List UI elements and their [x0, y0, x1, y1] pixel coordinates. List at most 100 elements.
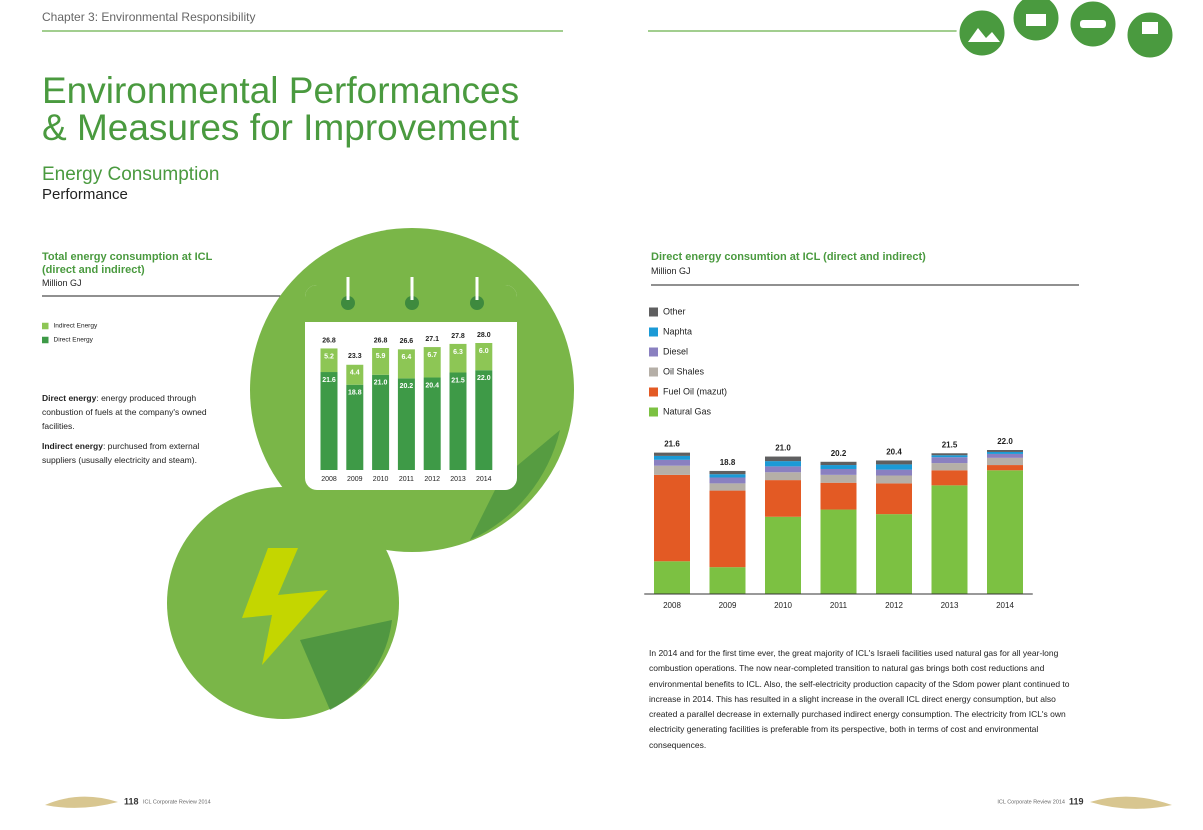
- legend-swatch: [649, 327, 658, 337]
- bar-segment: [397, 378, 415, 470]
- chapter: Chapter 3: Environmental Responsibility: [42, 10, 255, 24]
- total-label: 21.5: [942, 440, 958, 449]
- footer-text: ICL Corporate Review 2014: [143, 799, 211, 805]
- legend-label: Fuel Oil (mazut): [663, 386, 727, 396]
- legend-swatch: [42, 336, 49, 344]
- bar-segment: [709, 470, 746, 475]
- bar-segment: [765, 466, 801, 473]
- value-label: 21.6: [322, 377, 336, 384]
- bar-segment: [820, 465, 857, 469]
- legend-swatch: [649, 367, 658, 377]
- footer-ornament: [1090, 796, 1172, 809]
- value-label: 4.4: [350, 370, 360, 377]
- value-label: 6.0: [479, 348, 489, 355]
- bar-segment: [475, 343, 493, 371]
- value-label: 5.2: [324, 353, 334, 360]
- bar-segment: [820, 468, 857, 475]
- total-label: 20.2: [831, 449, 847, 458]
- bar-segment: [931, 455, 968, 458]
- bar-segment: [987, 450, 1023, 452]
- chart-subtitle: Million GJ: [42, 278, 82, 288]
- total-label: 28.0: [477, 332, 491, 339]
- footer-ornament: [45, 796, 118, 808]
- bar-segment: [765, 516, 801, 594]
- bar-segment: [876, 460, 912, 465]
- total-label: 21.0: [775, 444, 791, 453]
- bar-segment: [654, 474, 690, 562]
- chart-title: Total energy consumption at ICL (direct …: [42, 251, 213, 276]
- x-tick-label: 2014: [476, 476, 492, 483]
- value-label: 5.9: [376, 353, 386, 360]
- paragraph: In 2014 and for the first time ever, the…: [649, 648, 1070, 750]
- x-tick-label: 2014: [996, 601, 1014, 610]
- title: & Measures for Improvement: [42, 107, 520, 148]
- bar-segment: [449, 343, 467, 373]
- total-label: 26.6: [400, 338, 414, 345]
- x-tick-label: 2008: [663, 601, 681, 610]
- bar-segment: [820, 509, 857, 594]
- bar-segment: [876, 483, 912, 515]
- bar-segment: [709, 477, 746, 484]
- bar-segment: [987, 457, 1023, 466]
- bar-segment: [709, 474, 746, 478]
- value-label: 6.7: [427, 352, 437, 359]
- x-tick-label: 2012: [424, 476, 440, 483]
- legend-label: Direct Energy: [54, 337, 94, 344]
- page-number: 118: [124, 796, 139, 806]
- x-tick-label: 2010: [373, 476, 389, 483]
- bar-segment: [320, 348, 338, 373]
- legend-swatch: [649, 387, 658, 397]
- bar-segment: [931, 470, 968, 486]
- header-icons: [956, 0, 1176, 61]
- legend-label: Naphta: [663, 326, 692, 336]
- bar-segment: [765, 461, 801, 467]
- bar-segment: [397, 349, 415, 379]
- x-tick-label: 2011: [830, 601, 848, 610]
- value-label: 20.4: [425, 382, 439, 389]
- bar-segment: [931, 463, 968, 471]
- bar-segment: [820, 474, 857, 483]
- value-label: 18.8: [348, 390, 362, 397]
- legend-swatch: [649, 407, 658, 417]
- definitions: Direct energy: energy produced through c…: [42, 391, 222, 467]
- section: Energy Consumption: [42, 164, 219, 185]
- value-label: 21.5: [451, 377, 465, 384]
- x-tick-label: 2013: [450, 476, 466, 483]
- total-label: 27.8: [451, 333, 465, 340]
- x-tick-label: 2009: [719, 601, 737, 610]
- title: Environmental Performances: [42, 70, 519, 111]
- bar-segment: [876, 464, 912, 470]
- bar-segment: [423, 377, 441, 470]
- bar-segment: [654, 455, 690, 460]
- total-label: 22.0: [997, 437, 1013, 446]
- x-tick-label: 2010: [774, 601, 792, 610]
- bar-segment: [346, 364, 364, 385]
- bar-segment: [876, 469, 912, 476]
- definition: Indirect energy: purchused from external…: [42, 439, 222, 467]
- x-tick-label: 2013: [941, 601, 959, 610]
- bar-segment: [372, 347, 390, 375]
- legend-label: Other: [663, 306, 686, 316]
- definition-text: : purchused from external suppliers (usu…: [42, 441, 200, 465]
- bar-segment: [987, 470, 1023, 594]
- bar-segment: [320, 372, 338, 470]
- bar-segment: [449, 372, 467, 470]
- value-label: 6.3: [453, 349, 463, 356]
- bar-segment: [876, 514, 912, 594]
- term: Indirect energy: [42, 441, 103, 451]
- bar-segment: [709, 567, 746, 594]
- legend-swatch: [42, 322, 49, 330]
- legend-swatch: [649, 307, 658, 317]
- bar-segment: [987, 451, 1023, 454]
- bar-segment: [423, 347, 441, 378]
- bar-segment: [765, 456, 801, 462]
- value-label: 22.0: [477, 375, 491, 382]
- x-tick-label: 2008: [321, 476, 337, 483]
- bar-segment: [931, 453, 968, 456]
- total-label: 18.8: [720, 458, 736, 467]
- total-label: 26.8: [374, 337, 388, 344]
- definition: Direct energy: energy produced through c…: [42, 391, 222, 433]
- bar-segment: [475, 370, 493, 470]
